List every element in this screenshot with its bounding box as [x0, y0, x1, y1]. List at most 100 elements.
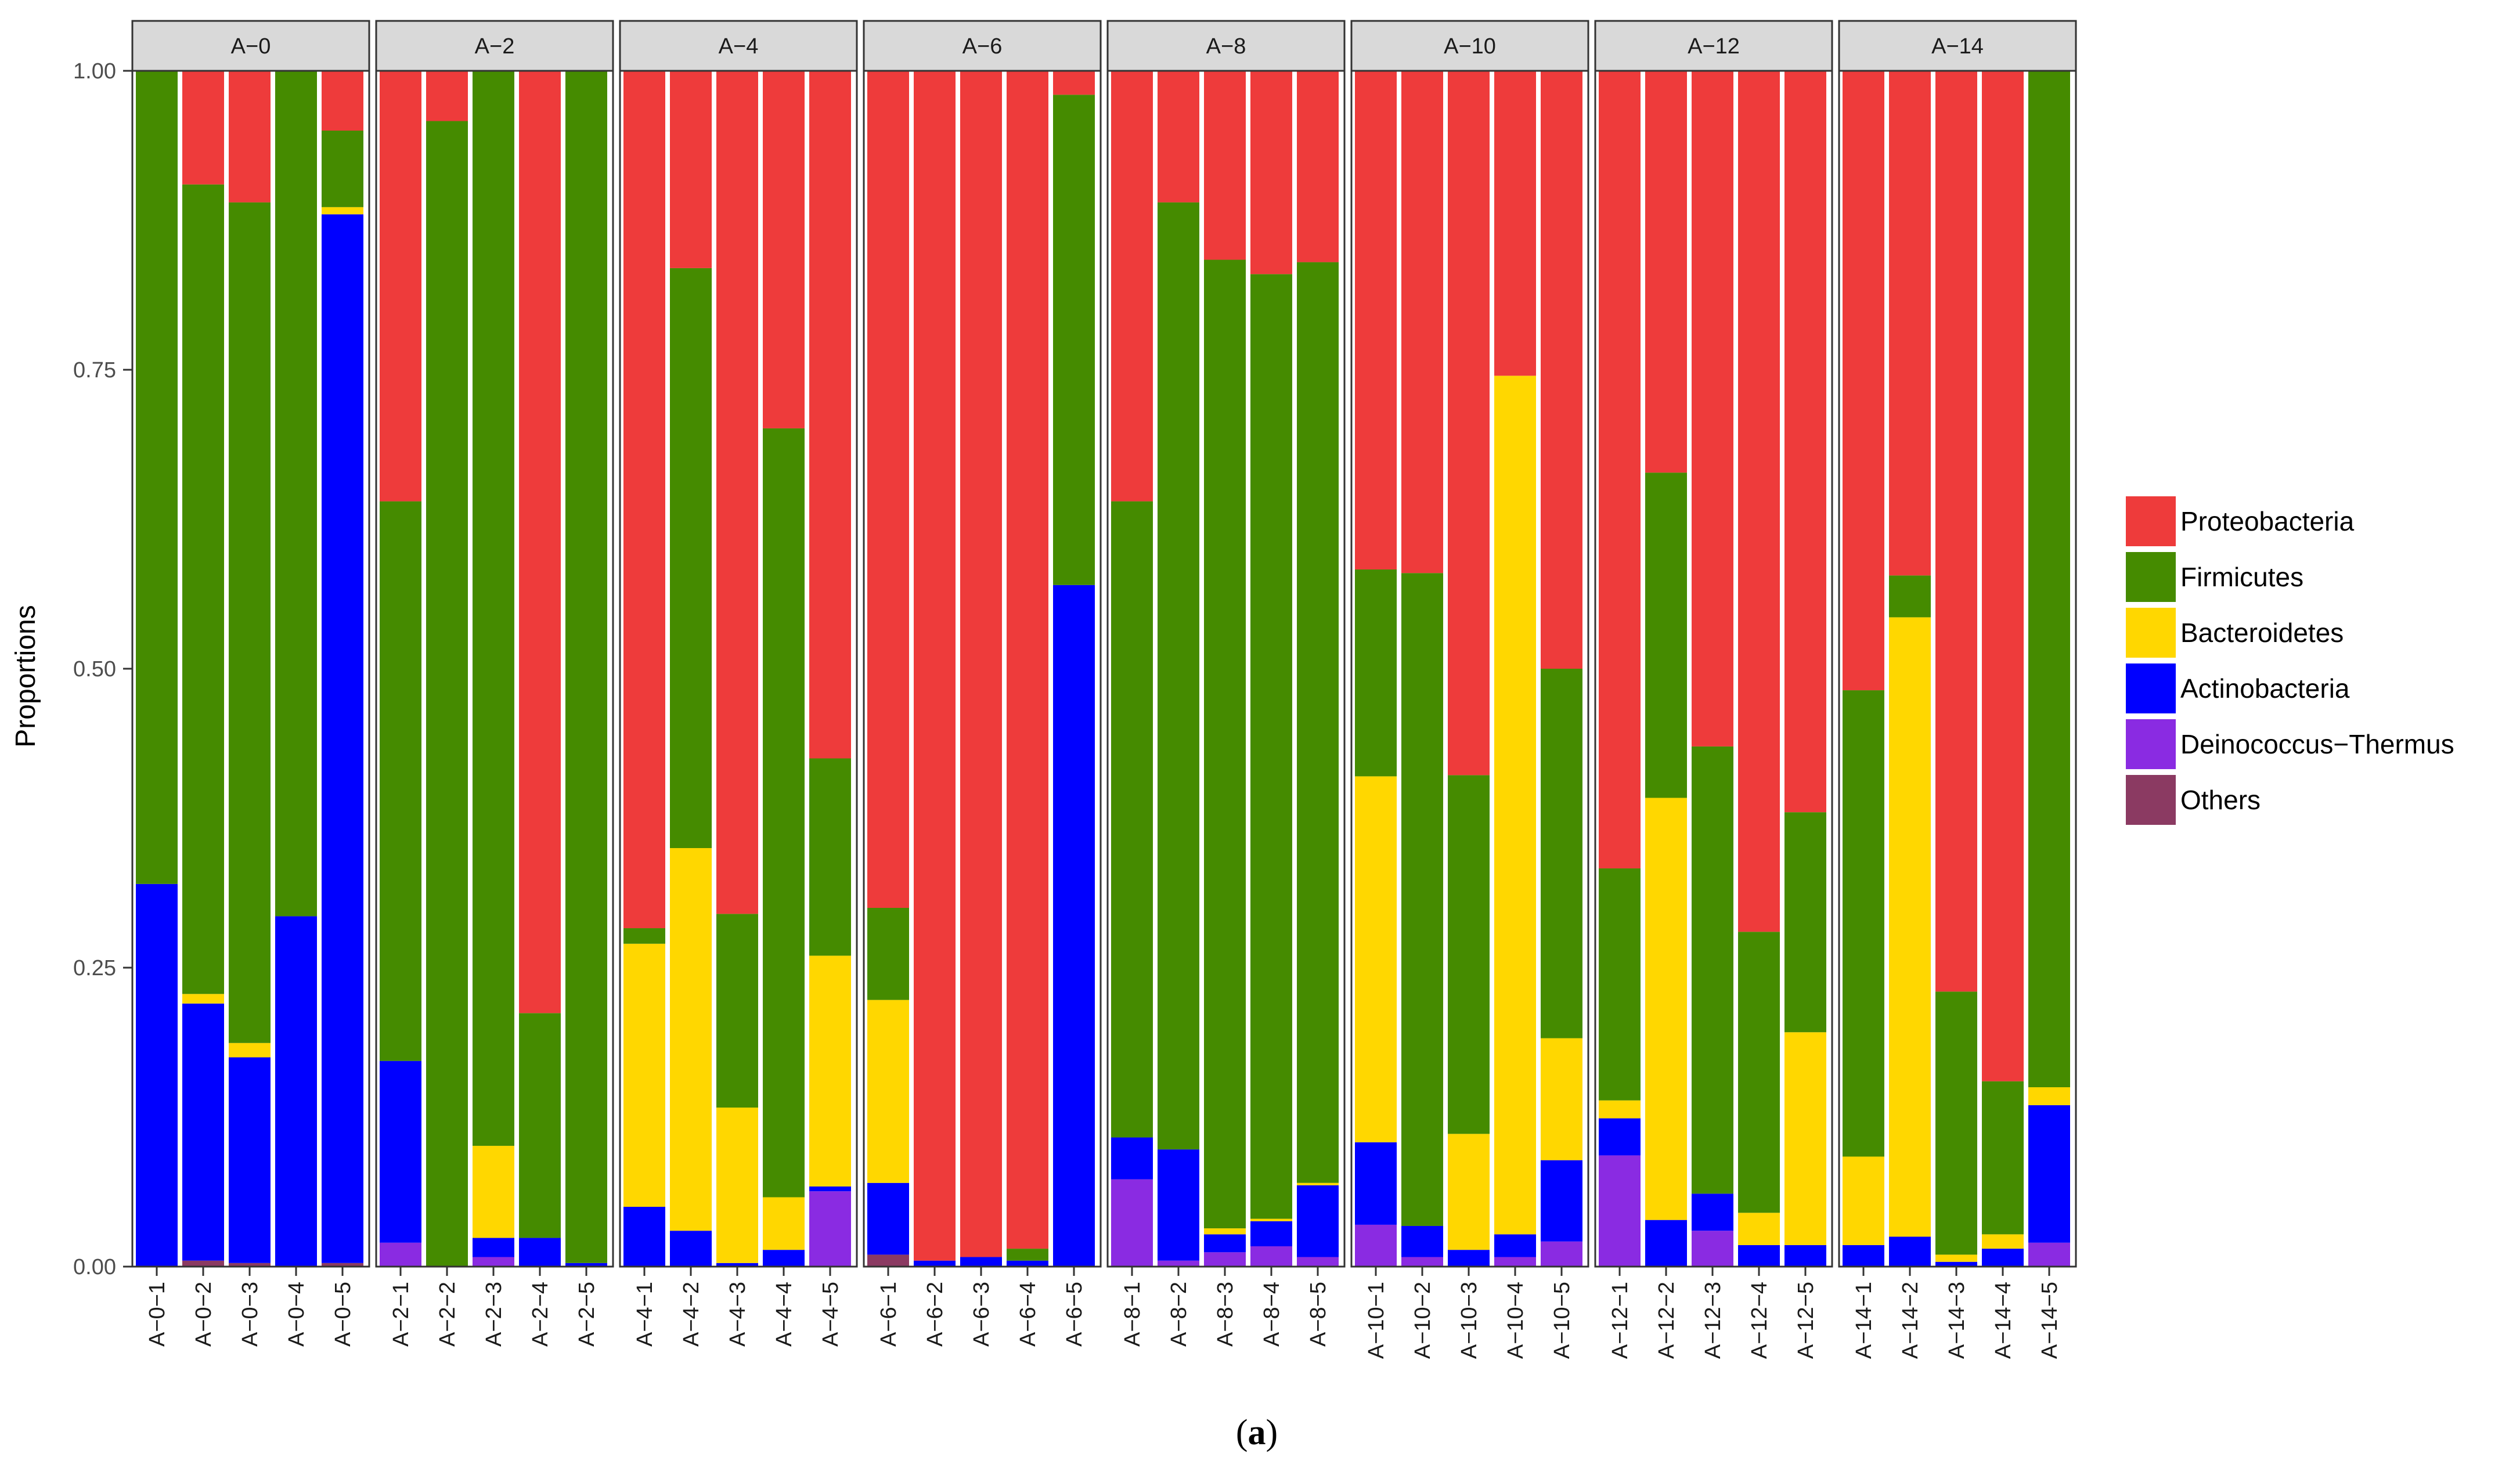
bar-segment [229, 1263, 271, 1267]
bar-segment [716, 1263, 758, 1267]
bar-segment [1738, 1245, 1780, 1267]
bar-segment [565, 1263, 607, 1267]
bar-segment [380, 1242, 421, 1267]
bar-segment [716, 1108, 758, 1263]
bar-segment [670, 848, 712, 1231]
y-axis: 0.00 0.25 0.50 0.75 1.00 [73, 59, 132, 1279]
bar-segment [1448, 1250, 1490, 1267]
bar-segment [809, 758, 851, 956]
bar-segment [1784, 1032, 1826, 1245]
bar-segment [1645, 1220, 1687, 1267]
bar-segment [136, 71, 178, 884]
bar-segment [1645, 473, 1687, 798]
bar-segment [229, 202, 271, 1043]
legend-item: Proteobacteria [2126, 496, 2355, 546]
bar-segment [1935, 71, 1977, 992]
legend-label: Bacteroidetes [2180, 618, 2344, 648]
bar-segment [867, 1000, 909, 1183]
bar-segment [1935, 1261, 1977, 1267]
bar-segment [1889, 71, 1931, 576]
x-tick-label: A−14−3 [1945, 1282, 1969, 1359]
panel-border [1838, 70, 2077, 1268]
bar-segment [1784, 71, 1826, 813]
bar-segment [519, 71, 561, 1014]
bar-segment [1599, 1155, 1641, 1267]
y-tick-label: 0.50 [73, 657, 116, 681]
legend-label: Firmicutes [2180, 562, 2303, 592]
bar-segment [229, 1043, 271, 1058]
bar-segment [2028, 71, 2070, 1087]
bar-segment [716, 71, 758, 914]
bar-segment [1355, 776, 1397, 1142]
bar-segment [1599, 868, 1641, 1101]
bar-segment [473, 1145, 514, 1238]
y-axis-title: Proportions [10, 605, 41, 747]
legend-swatch [2126, 775, 2176, 825]
y-tick-label: 0.75 [73, 358, 116, 383]
x-tick-label: A−10−1 [1364, 1282, 1389, 1359]
bar-segment [1843, 690, 1884, 1157]
x-tick-label: A−0−3 [238, 1282, 262, 1347]
bar-segment [1401, 1225, 1443, 1257]
x-tick-label: A−10−2 [1411, 1282, 1435, 1359]
bar-segment [763, 1250, 805, 1267]
bar-segment [670, 1231, 712, 1267]
bar-segment [1599, 1100, 1641, 1119]
caption-close-paren: ) [1266, 1413, 1278, 1452]
bar-segment [380, 71, 421, 502]
bar-segment [2028, 1105, 2070, 1243]
x-tick-label: A−12−2 [1654, 1282, 1679, 1359]
bar-segment [914, 1260, 956, 1267]
bar-segment [1784, 812, 1826, 1033]
bar-segment [1355, 1142, 1397, 1225]
bar-segment [1111, 1179, 1153, 1267]
bar-segment [565, 71, 607, 1263]
facet-label: A−8 [1206, 34, 1246, 59]
bar-segment [1158, 202, 1199, 1150]
facet-panel: A−10 A−10−1 A−10−2 A−10−3 A−10−4 A−10−5 [1350, 20, 1589, 1359]
bar-segment [1297, 1257, 1339, 1267]
bar-segment [809, 71, 851, 759]
bar-segment [1599, 71, 1641, 869]
bar-segment [867, 1182, 909, 1255]
x-tick-label: A−0−4 [284, 1282, 309, 1347]
facet-panel: A−2 A−2−1 A−2−2 A−2−3 A−2−4 A−2−5 [375, 20, 614, 1347]
bar-segment [1843, 1156, 1884, 1245]
bar-segment [1250, 1218, 1292, 1221]
x-tick-label: A−4−4 [772, 1282, 796, 1347]
x-tick-label: A−12−3 [1701, 1282, 1725, 1359]
legend-item: Bacteroidetes [2126, 608, 2344, 658]
bar-segment [960, 1257, 1002, 1267]
panel-border [863, 70, 1102, 1268]
legend-swatch [2126, 552, 2176, 602]
panel-border [1594, 70, 1833, 1268]
bar-segment [229, 71, 271, 203]
bar-segment [1053, 95, 1095, 585]
x-tick-label: A−8−3 [1213, 1282, 1238, 1347]
x-tick-label: A−4−2 [679, 1282, 704, 1347]
bar-segment [182, 994, 224, 1004]
bar-segment [1355, 71, 1397, 570]
bar-segment [763, 71, 805, 428]
x-tick-label: A−4−1 [633, 1282, 657, 1347]
y-tick-label: 0.00 [73, 1255, 116, 1279]
bar-segment [182, 71, 224, 185]
figure-caption: (a) [1236, 1413, 1278, 1452]
x-tick-label: A−2−5 [575, 1282, 599, 1347]
bar-segment [2028, 1087, 2070, 1105]
x-tick-label: A−0−1 [145, 1282, 170, 1347]
bar-segment [623, 1207, 665, 1267]
legend-item: Actinobacteria [2126, 663, 2350, 713]
bar-segment [1692, 746, 1733, 1194]
facet-label: A−2 [475, 34, 515, 59]
legend-item: Others [2126, 775, 2261, 825]
legend-item: Firmicutes [2126, 552, 2303, 602]
bar-segment [1053, 71, 1095, 95]
bar-segment [182, 1003, 224, 1261]
bar-segment [473, 1238, 514, 1257]
bar-segment [380, 501, 421, 1061]
facet-label: A−12 [1688, 34, 1740, 59]
bar-segment [182, 184, 224, 994]
bar-segment [1843, 71, 1884, 691]
legend: Proteobacteria Firmicutes Bacteroidetes Act… [2126, 496, 2454, 825]
